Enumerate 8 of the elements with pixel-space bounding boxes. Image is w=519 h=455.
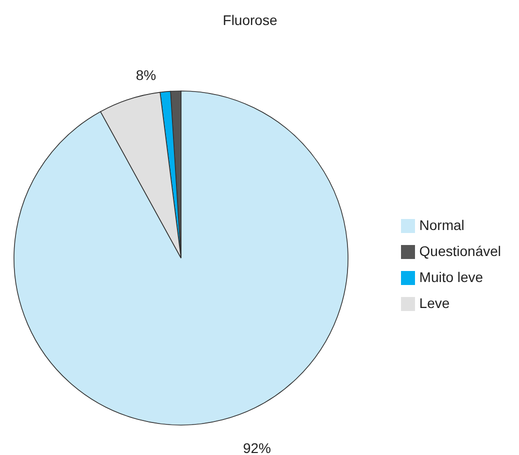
legend-label: Muito leve bbox=[419, 269, 484, 285]
chart-title: Fluorose bbox=[222, 12, 278, 28]
text: 8% bbox=[136, 67, 156, 83]
legend-label: Questionável bbox=[419, 243, 501, 259]
legend-label: Leve bbox=[419, 295, 450, 311]
legend-label: Normal bbox=[419, 217, 464, 233]
text: 92% bbox=[242, 440, 272, 455]
pie-slice bbox=[14, 90, 348, 426]
